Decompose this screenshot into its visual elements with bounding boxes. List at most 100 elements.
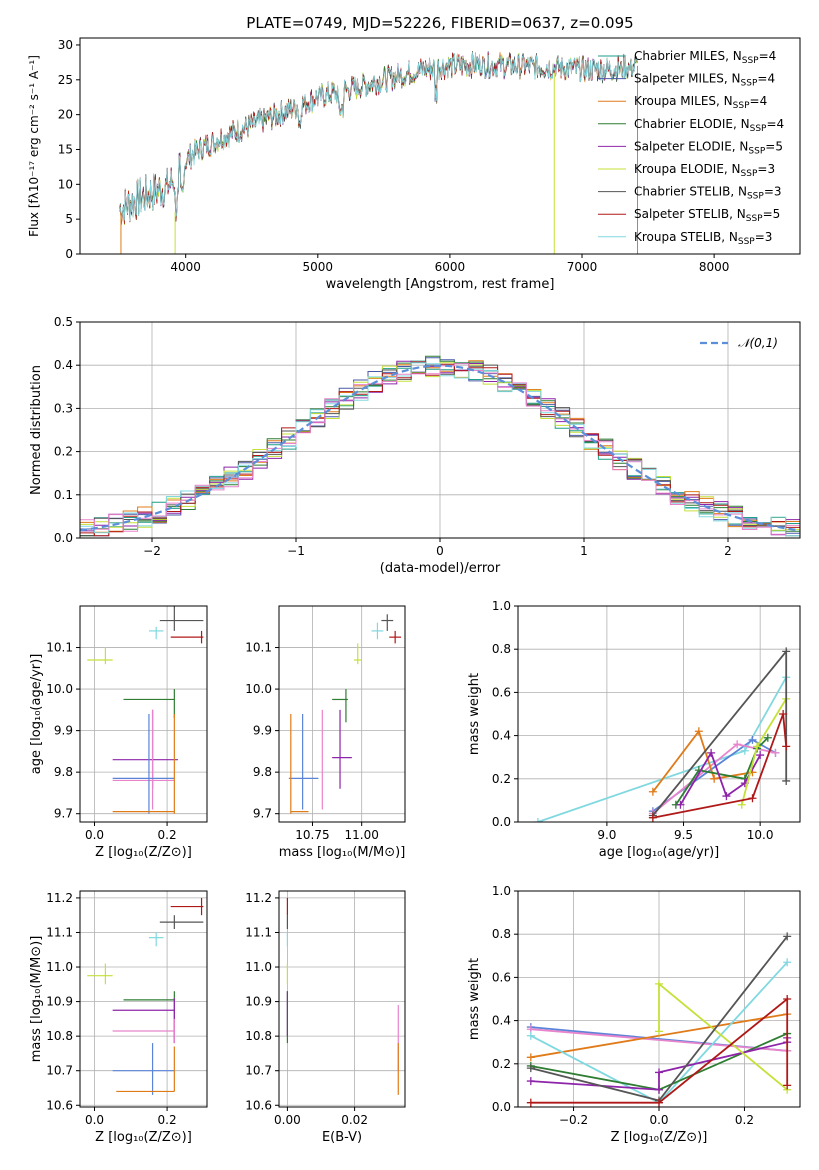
weight-marker [526, 1098, 535, 1107]
y-tick-label: 10.1 [46, 641, 73, 655]
y-tick-label: 0.6 [492, 685, 511, 699]
y-tick-label: 0.5 [54, 315, 73, 329]
panel-spectrum: 4000 5000 6000 7000 8000 0 5 10 15 20 25 30 waveleng… [27, 37, 801, 292]
y-axis-label: mass weight [467, 958, 482, 1040]
y-tick-label: 0.8 [492, 642, 511, 656]
weight-line [652, 729, 753, 793]
y-tick-label: 0.1 [54, 488, 73, 502]
x-tick-label: 0.00 [274, 1113, 301, 1127]
axes-frame [278, 605, 406, 823]
spectrum-line [119, 51, 638, 223]
y-tick-label: 9.8 [253, 765, 272, 779]
weight-marker [655, 1027, 663, 1036]
panel-mass_Z: 0.0 0.2 10.6 10.7 10.8 10.9 11.0 11.1 11.2 Z [log… [29, 890, 208, 1145]
y-tick-label: 20 [58, 108, 73, 122]
plot-area [87, 897, 204, 1095]
y-tick-label: 30 [58, 38, 73, 52]
y-tick-label: 0.2 [54, 445, 73, 459]
panel-age_mass: 10.75 11.00 9.7 9.8 9.9 10.0 10.1 mass [log₁₀(M… [245, 605, 406, 860]
normal-curve [80, 364, 800, 532]
panel-residuals: −2 −1 0 1 2 0.0 0.1 0.2 0.3 0.4 0.5 (data-model)/er… [29, 315, 801, 576]
y-tick-label: 25 [58, 73, 73, 87]
weight-marker [783, 995, 792, 1003]
y-axis-label: Flux [fλ10⁻¹⁷ erg cm⁻² s⁻¹ A⁻¹] [27, 55, 41, 237]
x-tick-label: 0.0 [85, 1113, 104, 1127]
y-tick-label: 0.2 [492, 772, 511, 786]
y-tick-label: 0.4 [492, 729, 511, 743]
y-tick-label: 10.7 [245, 1064, 272, 1078]
weight-marker [783, 932, 792, 941]
x-axis-label: age [log₁₀(age/yr)] [599, 845, 720, 860]
y-tick-label: 0.2 [492, 1057, 511, 1071]
axes-frame [79, 605, 208, 823]
y-tick-label: 9.8 [54, 765, 73, 779]
axes-frame [79, 890, 208, 1108]
y-tick-label: 5 [65, 212, 73, 226]
spectrum-line [119, 51, 638, 222]
spectrum-line [119, 50, 638, 225]
legend-entry: Chabrier STELIB, NSSP=3 [634, 185, 782, 202]
weight-line [530, 1013, 788, 1059]
y-tick-label: 10.6 [245, 1098, 272, 1112]
plot-area [526, 932, 792, 1107]
weight-line [740, 698, 787, 805]
legend-entry: Chabrier ELODIE, NSSP=4 [634, 117, 784, 134]
y-tick-label: 11.0 [245, 960, 272, 974]
x-axis-label: wavelength [Angstrom, rest frame] [326, 277, 555, 292]
y-tick-label: 0.0 [492, 815, 511, 829]
y-tick-label: 9.9 [253, 724, 272, 738]
x-tick-label: 8000 [699, 260, 730, 274]
weight-marker [655, 1068, 663, 1077]
x-tick-label: 0.02 [341, 1113, 368, 1127]
y-tick-label: 11.2 [46, 891, 73, 905]
legend-entry: Salpeter ELODIE, NSSP=5 [634, 139, 783, 156]
weight-marker [763, 733, 772, 742]
axes-frame [278, 890, 406, 1108]
y-tick-label: 0.4 [492, 1014, 511, 1028]
legend-entry: Chabrier MILES, NSSP=4 [634, 49, 776, 66]
x-tick-label: 9.0 [597, 828, 616, 842]
y-tick-label: 10.9 [245, 995, 272, 1009]
weight-marker [533, 818, 542, 822]
weight-marker [526, 1064, 535, 1073]
axes-frame [79, 37, 801, 255]
legend-entry: Kroupa MILES, NSSP=4 [634, 94, 767, 111]
y-axis-label: Normed distribution [29, 365, 44, 495]
x-axis-label: Z [log₁₀(Z/Z⊙)] [611, 1130, 708, 1145]
y-axis-label: mass weight [467, 673, 482, 755]
x-tick-label: −1 [287, 544, 305, 558]
y-tick-label: 10.7 [46, 1064, 73, 1078]
x-tick-label: 0.2 [158, 828, 177, 842]
weight-marker [722, 792, 731, 801]
x-tick-label: 0.0 [85, 828, 104, 842]
weight-marker [740, 746, 749, 755]
y-tick-label: 9.7 [54, 807, 73, 821]
panel-weight_Z: −0.2 0.0 0.2 0.0 0.2 0.4 0.6 0.8 1.0 Z [log₁₀(Z/Z… [467, 884, 801, 1145]
plot-area [87, 606, 204, 814]
figure-title: PLATE=0749, MJD=52226, FIBERID=0637, z=0… [246, 14, 633, 32]
x-tick-label: 9.5 [674, 828, 693, 842]
x-axis-label: E(B-V) [322, 1130, 362, 1145]
x-tick-label: 4000 [170, 260, 201, 274]
y-tick-label: 11.0 [46, 960, 73, 974]
x-tick-label: 7000 [567, 260, 598, 274]
legend-entry: Kroupa STELIB, NSSP=3 [634, 230, 772, 247]
spectrum-line [119, 51, 638, 223]
plot-area [80, 355, 800, 537]
y-tick-label: 9.7 [253, 807, 272, 821]
spectrum-line [119, 51, 638, 223]
weight-marker [676, 800, 685, 809]
weight-marker [737, 800, 746, 809]
y-tick-label: 0.3 [54, 401, 73, 415]
weight-marker [748, 735, 757, 744]
y-tick-label: 11.1 [245, 925, 272, 939]
panel-age_Z: 0.0 0.2 9.7 9.8 9.9 10.0 10.1 Z [log₁₀(Z/Z⊙)] ag… [29, 605, 208, 860]
y-tick-label: 15 [58, 142, 73, 156]
weight-marker [748, 794, 757, 803]
y-tick-label: 10.6 [46, 1098, 73, 1112]
y-tick-label: 10.8 [245, 1029, 272, 1043]
spectrum-line [119, 51, 638, 225]
weight-marker [783, 958, 792, 967]
panel-mass_ebv: 0.00 0.02 10.6 10.7 10.8 10.9 11.0 11.1 11.2 E(B-… [245, 890, 406, 1145]
weight-line [652, 713, 788, 819]
